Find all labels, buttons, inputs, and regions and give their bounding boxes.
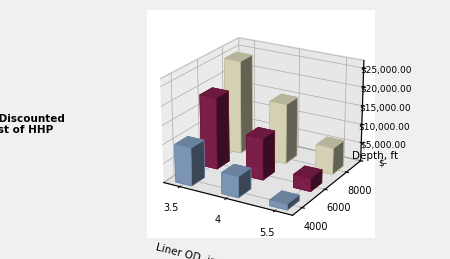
X-axis label: Liner OD, inches: Liner OD, inches — [154, 242, 240, 259]
Text: Non-Discounted
Cost of HHP: Non-Discounted Cost of HHP — [0, 113, 65, 135]
